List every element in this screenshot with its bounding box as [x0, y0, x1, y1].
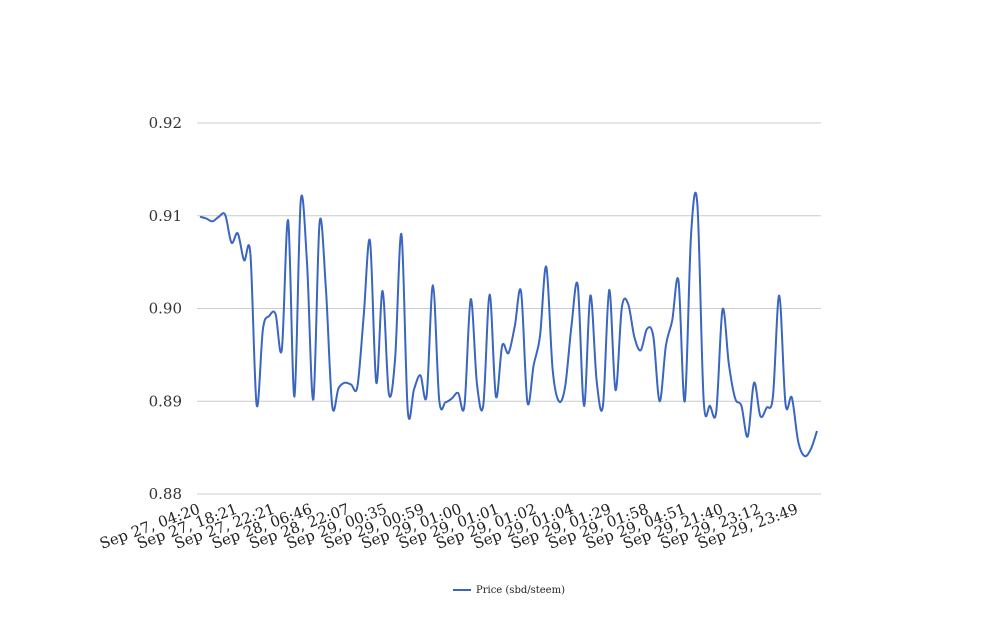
y-tick-label: 0.91: [149, 207, 182, 225]
series-line-price: [199, 191, 818, 458]
y-tick-label: 0.90: [149, 300, 182, 318]
y-axis-ticks: 0.88 0.89 0.90 0.91 0.92: [149, 114, 182, 503]
y-tick-label: 0.89: [149, 392, 182, 410]
y-tick-label: 0.92: [149, 114, 182, 132]
series-layer: [199, 191, 818, 458]
y-tick-label: 0.88: [149, 485, 182, 503]
legend-label: Price (sbd/steem): [476, 585, 565, 596]
legend: Price (sbd/steem): [453, 585, 565, 596]
